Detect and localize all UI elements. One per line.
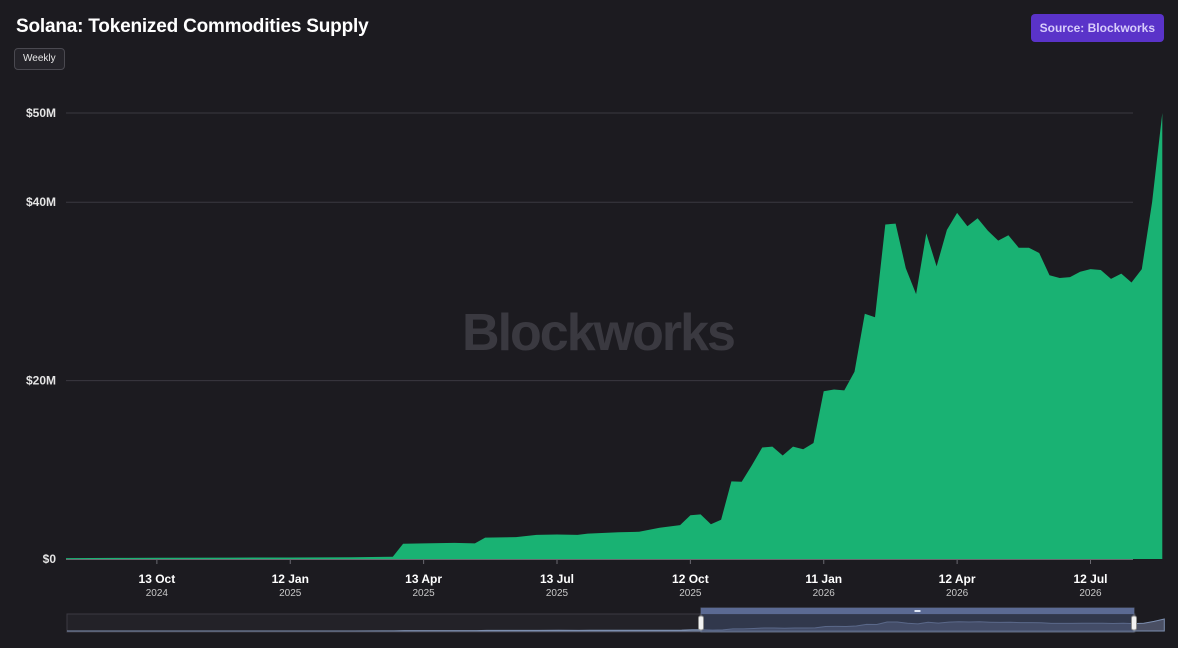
- x-tick-label: 13 Apr: [405, 572, 442, 586]
- x-axis: 13 Oct 2024 12 Jan 2025 13 Apr 2025 13 Jul 2025…: [139, 559, 1108, 599]
- x-tick-year: 2025: [546, 588, 569, 599]
- navigator-grip-icon: [914, 610, 921, 612]
- x-tick-year: 2026: [946, 588, 969, 599]
- navigator-handle[interactable]: [1131, 615, 1137, 631]
- plot-area: [66, 113, 1163, 559]
- x-tick-year: 2026: [1079, 588, 1102, 599]
- y-tick-label: $0: [43, 552, 57, 566]
- x-tick-label: 12 Jul: [1073, 572, 1107, 586]
- range-navigator[interactable]: [66, 607, 1165, 633]
- watermark: Blockworks: [462, 304, 734, 362]
- y-tick-label: $20M: [26, 374, 56, 388]
- y-tick-label: $50M: [26, 106, 56, 120]
- x-tick-year: 2025: [679, 588, 702, 599]
- y-tick-label: $40M: [26, 195, 56, 209]
- x-tick-label: 11 Jan: [805, 572, 842, 586]
- x-tick-year: 2024: [146, 588, 169, 599]
- x-tick-label: 12 Apr: [939, 572, 976, 586]
- x-tick-year: 2025: [279, 588, 302, 599]
- x-tick-year: 2025: [412, 588, 435, 599]
- x-tick-label: 12 Jan: [272, 572, 309, 586]
- y-axis: $0 $20M $40M $50M: [26, 106, 1133, 566]
- navigator-handle[interactable]: [698, 615, 704, 631]
- chart-title: Solana: Tokenized Commodities Supply: [16, 16, 369, 37]
- interval-selector[interactable]: Weekly: [14, 48, 65, 70]
- area-series: [66, 113, 1163, 559]
- x-tick-label: 13 Oct: [139, 572, 176, 586]
- source-button[interactable]: Source: Blockworks: [1030, 14, 1164, 42]
- x-tick-year: 2026: [813, 588, 836, 599]
- x-tick-label: 12 Oct: [672, 572, 709, 586]
- x-tick-label: 13 Jul: [540, 572, 574, 586]
